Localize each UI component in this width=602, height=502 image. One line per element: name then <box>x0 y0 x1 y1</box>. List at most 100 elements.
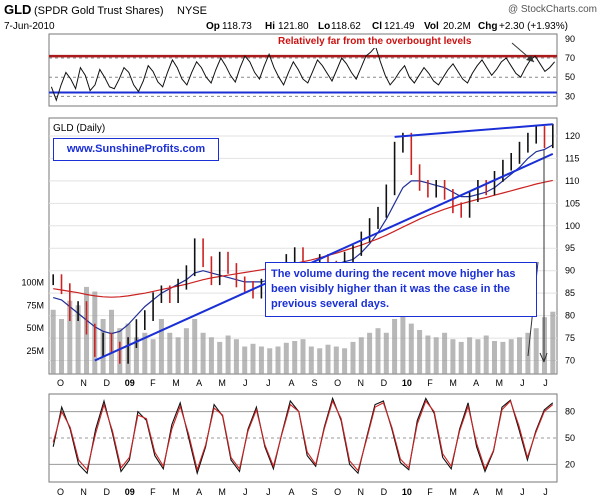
stochastic-x-tick-label: M <box>218 487 226 497</box>
volume-bar <box>308 346 314 374</box>
volume-bar <box>458 341 464 374</box>
price-tick-label: 80 <box>565 311 575 321</box>
stochastic-x-tick-label: O <box>57 487 64 497</box>
stochastic-x-tick-label: 10 <box>402 487 412 497</box>
stochastic-series <box>52 396 554 476</box>
price-x-tick-label: M <box>496 378 504 388</box>
rsi-annotation: Relatively far from the overbought level… <box>275 35 514 48</box>
stochastic-tick-label: 20 <box>565 459 575 469</box>
volume-bar <box>433 337 439 374</box>
volume-tick-label: 100M <box>21 277 44 287</box>
rsi-tick-label: 30 <box>565 91 575 101</box>
rsi-axis: 30 50 70 90 <box>565 34 575 102</box>
volume-tick-label: 25M <box>26 346 44 356</box>
volume-bar <box>50 309 56 374</box>
stochastic-tick-label: 50 <box>565 433 575 443</box>
volume-bar <box>492 341 497 374</box>
rsi-annotation-arrow <box>511 42 535 63</box>
volume-bar <box>267 348 273 374</box>
price-x-tick-label: J <box>266 378 271 388</box>
rsi-line <box>50 45 555 102</box>
volume-bar <box>167 332 173 375</box>
stochastic-d-line <box>52 399 554 472</box>
volume-bar <box>417 330 423 374</box>
website-text: www.SunshineProfits.com <box>66 143 206 155</box>
volume-bar <box>442 332 448 375</box>
price-x-tick-label: M <box>172 378 180 388</box>
volume-bar <box>142 332 148 375</box>
volume-bar <box>133 337 139 374</box>
stochastic-x-tick-label: S <box>312 487 318 497</box>
rsi-tick-label: 50 <box>565 72 575 82</box>
website-box: www.SunshineProfits.com <box>53 138 219 161</box>
price-x-tick-label: 09 <box>125 378 135 388</box>
volume-bar <box>158 319 164 374</box>
stochastic-tick-label: 80 <box>565 407 575 417</box>
stochastic-x-tick-label: J <box>543 487 548 497</box>
stochastic-x-tick-label: M <box>496 487 504 497</box>
price-x-tick-label: D <box>381 378 388 388</box>
price-tick-label: 120 <box>565 131 580 141</box>
stochastic-x-tick-label: M <box>172 487 180 497</box>
price-x-tick-label: J <box>543 378 548 388</box>
stochastic-x-tick-label: N <box>357 487 364 497</box>
close-value: 121.49 <box>384 21 415 32</box>
price-x-tick-label: J <box>243 378 248 388</box>
volume-bar <box>517 337 522 374</box>
stochastic-x-tick-label: D <box>103 487 110 497</box>
price-x-tick-label: M <box>218 378 226 388</box>
volume-bar <box>67 300 73 374</box>
volume-bar <box>550 311 556 374</box>
volume-bar <box>292 341 298 374</box>
volume-bar <box>400 300 406 374</box>
price-x-tick-label: D <box>103 378 110 388</box>
rsi-series <box>50 45 555 102</box>
chg-label: Chg <box>478 21 497 32</box>
watermark: @ StockCharts.com <box>508 4 597 15</box>
stochastic-x-tick-label: M <box>449 487 457 497</box>
volume-bar <box>483 335 489 374</box>
price-x-tick-label: F <box>150 378 156 388</box>
price-x-tick-label: F <box>427 378 433 388</box>
volume-bar <box>233 339 239 374</box>
volume-bar <box>275 346 281 374</box>
price-x-tick-label: S <box>312 378 318 388</box>
price-x-tick-label: O <box>334 378 341 388</box>
volume-bar <box>150 339 156 374</box>
stochastic-x-tick-label: O <box>334 487 341 497</box>
volume-bar <box>300 339 306 374</box>
price-x-tick-label: A <box>473 378 479 388</box>
volume-bar <box>383 332 389 375</box>
volume-bar <box>200 332 206 375</box>
volume-bar <box>375 328 381 374</box>
price-x-tick-label: O <box>57 378 64 388</box>
volume-bar <box>192 319 198 374</box>
price-tick-label: 95 <box>565 243 575 253</box>
volume-bar <box>508 339 514 374</box>
vol-label: Vol <box>424 21 439 32</box>
price-x-tick-label: N <box>80 378 87 388</box>
stochastic-x-tick-label: A <box>196 487 202 497</box>
price-tick-label: 85 <box>565 288 575 298</box>
volume-bar <box>533 328 539 374</box>
stochastic-x-tick-label: N <box>80 487 87 497</box>
volume-bar <box>258 346 264 374</box>
volume-bar <box>208 337 214 374</box>
volume-bar <box>450 339 456 374</box>
vol-value: 20.2M <box>443 21 471 32</box>
price-x-axis: O N D 09 F M A M J J A S O N D 10 F M A M J J <box>57 378 548 388</box>
quote-strip: Op 118.73 Hi 121.80 Lo 118.62 Cl 121.49 … <box>206 21 568 32</box>
open-label: Op <box>206 21 220 32</box>
volume-bar <box>408 323 414 374</box>
stochastic-x-tick-label: 09 <box>125 487 135 497</box>
volume-bar <box>175 337 181 374</box>
chart-date: 7-Jun-2010 <box>4 21 55 32</box>
rsi-reference-lines <box>49 54 557 97</box>
stochastic-x-tick-label: J <box>266 487 271 497</box>
volume-axis: 25M 50M 75M 100M <box>21 277 44 356</box>
volume-bar <box>367 332 373 375</box>
stochastic-x-axis: O N D 09 F M A M J J A S O N D 10 F M A M J J <box>57 487 548 497</box>
price-axis: 70 75 80 85 90 95 100 105 110 115 120 <box>565 131 580 366</box>
volume-tick-label: 50M <box>26 323 44 333</box>
price-x-tick-label: A <box>196 378 202 388</box>
